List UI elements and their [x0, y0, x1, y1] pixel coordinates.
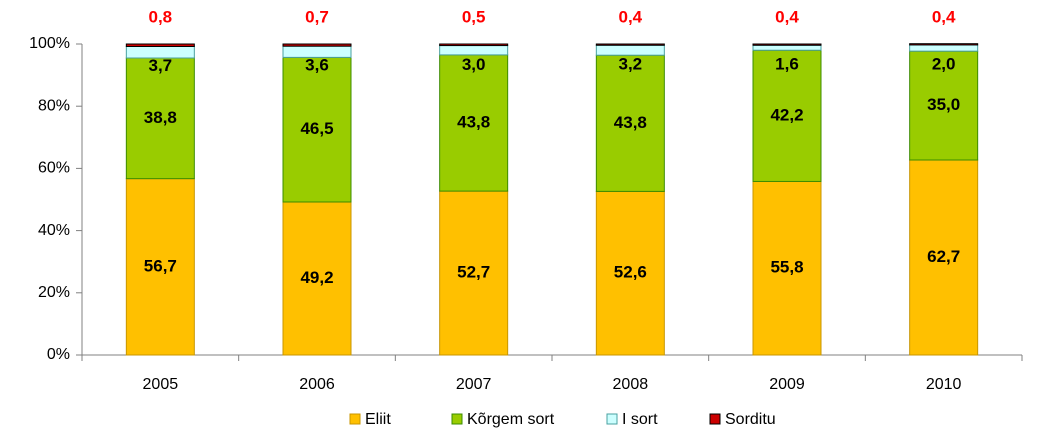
value-label: 52,6 [614, 263, 647, 282]
bar-segment [595, 43, 665, 46]
bar-segment [125, 43, 195, 47]
value-label: 2,0 [932, 54, 956, 73]
bar-segment [125, 57, 195, 180]
bar-segment [282, 201, 352, 356]
value-label: 0,4 [932, 7, 956, 26]
value-label: 3,6 [305, 56, 329, 75]
value-label: 62,7 [927, 247, 960, 266]
bar-segment [125, 178, 195, 356]
value-label: 0,4 [775, 7, 799, 26]
value-label: 35,0 [927, 95, 960, 114]
legend-label: I sort [622, 411, 658, 428]
x-tick-label: 2010 [926, 376, 962, 393]
legend-label: Kõrgem sort [467, 411, 555, 428]
bar-segment [595, 190, 665, 356]
y-tick-label: 80% [38, 97, 70, 114]
value-label: 1,6 [775, 55, 799, 74]
bar-segment [595, 44, 665, 56]
value-label: 0,5 [462, 7, 486, 26]
value-label: 38,8 [144, 108, 177, 127]
y-tick-label: 40% [38, 222, 70, 239]
value-label: 0,7 [305, 7, 329, 26]
x-tick-label: 2008 [613, 376, 649, 393]
value-label: 43,8 [457, 112, 490, 131]
bar-segment [439, 45, 509, 56]
legend-marker [709, 413, 721, 425]
legend-marker [606, 413, 618, 425]
value-label: 3,2 [619, 55, 643, 74]
legend-marker [349, 413, 361, 425]
bar-segment [909, 44, 979, 52]
x-tick-label: 2007 [456, 376, 492, 393]
x-tick-label: 2009 [769, 376, 805, 393]
value-label: 56,7 [144, 256, 177, 275]
legend-label: Sorditu [725, 411, 776, 428]
value-label: 3,7 [149, 56, 173, 75]
y-tick-label: 0% [47, 346, 70, 363]
bar-segment [439, 54, 509, 192]
y-tick-label: 20% [38, 284, 70, 301]
value-label: 52,7 [457, 263, 490, 282]
bar-segment [439, 43, 509, 47]
value-label: 42,2 [770, 105, 803, 124]
value-label: 43,8 [614, 113, 647, 132]
bar-segment [909, 43, 979, 46]
legend-label: Eliit [365, 411, 391, 428]
bar-segment [752, 43, 822, 46]
bar-segment [909, 50, 979, 161]
legend-marker [451, 413, 463, 425]
bar-segment [752, 180, 822, 356]
bar-segment [752, 49, 822, 182]
value-label: 0,8 [149, 7, 173, 26]
bar-segment [595, 54, 665, 192]
value-label: 46,5 [300, 119, 333, 138]
x-tick-label: 2006 [299, 376, 335, 393]
bar-segment [752, 44, 822, 51]
y-tick-label: 60% [38, 160, 70, 177]
bar-segment [439, 190, 509, 356]
value-label: 49,2 [300, 268, 333, 287]
value-label: 3,0 [462, 55, 486, 74]
value-label: 0,4 [619, 7, 643, 26]
y-tick-label: 100% [29, 35, 70, 52]
bar-segment [909, 159, 979, 356]
x-tick-label: 2005 [143, 376, 179, 393]
bar-segment [282, 43, 352, 47]
value-label: 55,8 [770, 258, 803, 277]
